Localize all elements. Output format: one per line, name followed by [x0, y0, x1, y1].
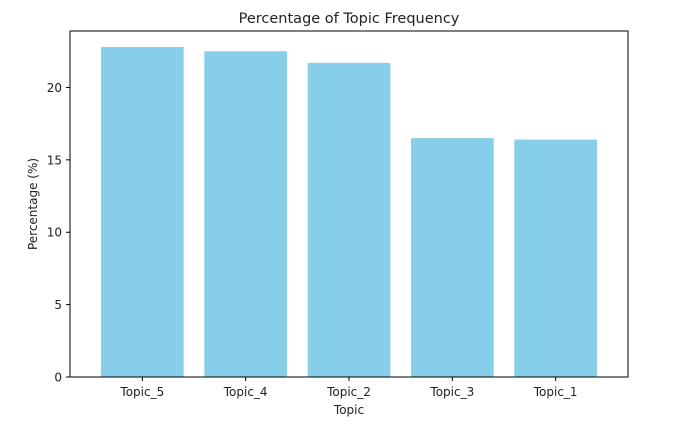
chart-title: Percentage of Topic Frequency	[239, 11, 460, 27]
bar-topic-1	[514, 139, 597, 377]
x-tick-label: Topic_3	[429, 385, 474, 399]
bar-topic-2	[307, 62, 391, 378]
bars	[101, 46, 597, 378]
x-tick-label: Topic_2	[326, 385, 371, 399]
bar-topic-4	[204, 51, 287, 377]
x-axis-label: Topic	[333, 403, 364, 417]
y-tick-label: 5	[54, 298, 62, 312]
y-tick-label: 0	[54, 371, 62, 385]
plot-frame	[69, 30, 629, 378]
x-tick-label: Topic_5	[119, 385, 164, 399]
bar-topic-3	[411, 138, 494, 377]
x-tick-label: Topic_4	[223, 385, 268, 399]
y-axis-label: Percentage (%)	[26, 158, 40, 250]
y-tick-label: 10	[47, 226, 62, 240]
y-axis-ticks: 0 5 10 15 20	[47, 81, 70, 385]
y-tick-label: 15	[47, 153, 62, 167]
bar-topic-5	[101, 46, 184, 378]
x-tick-label: Topic_1	[533, 385, 578, 399]
x-axis-ticks: Topic_5 Topic_4 Topic_2 Topic_3 Topic_1	[119, 377, 578, 399]
y-tick-label: 20	[47, 81, 62, 95]
